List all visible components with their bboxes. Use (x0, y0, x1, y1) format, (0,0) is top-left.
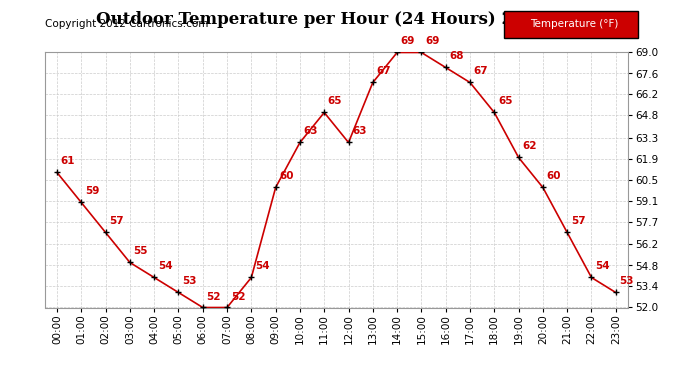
Text: 63: 63 (352, 126, 366, 136)
Text: 61: 61 (61, 156, 75, 166)
Text: 57: 57 (109, 216, 124, 226)
Text: 67: 67 (377, 66, 391, 76)
Text: 65: 65 (328, 96, 342, 106)
Text: 53: 53 (182, 276, 197, 286)
Text: 59: 59 (85, 186, 99, 196)
Text: 54: 54 (255, 261, 270, 272)
Text: 69: 69 (425, 36, 440, 46)
Text: 60: 60 (279, 171, 294, 182)
Text: Copyright 2012 Cartronics.com: Copyright 2012 Cartronics.com (45, 19, 208, 29)
Text: 60: 60 (546, 171, 561, 182)
Text: 55: 55 (134, 246, 148, 256)
Text: 63: 63 (304, 126, 318, 136)
Text: 62: 62 (522, 141, 537, 152)
Text: 67: 67 (473, 66, 489, 76)
Text: 69: 69 (401, 36, 415, 46)
Text: 52: 52 (230, 291, 245, 302)
Text: 54: 54 (158, 261, 172, 272)
Text: 57: 57 (571, 216, 585, 226)
Text: Outdoor Temperature per Hour (24 Hours) 20120920: Outdoor Temperature per Hour (24 Hours) … (96, 11, 594, 28)
Text: 53: 53 (620, 276, 634, 286)
Text: 52: 52 (206, 291, 221, 302)
Text: 65: 65 (498, 96, 513, 106)
Text: 54: 54 (595, 261, 610, 272)
Text: Temperature (°F): Temperature (°F) (530, 20, 618, 29)
Text: 68: 68 (449, 51, 464, 62)
